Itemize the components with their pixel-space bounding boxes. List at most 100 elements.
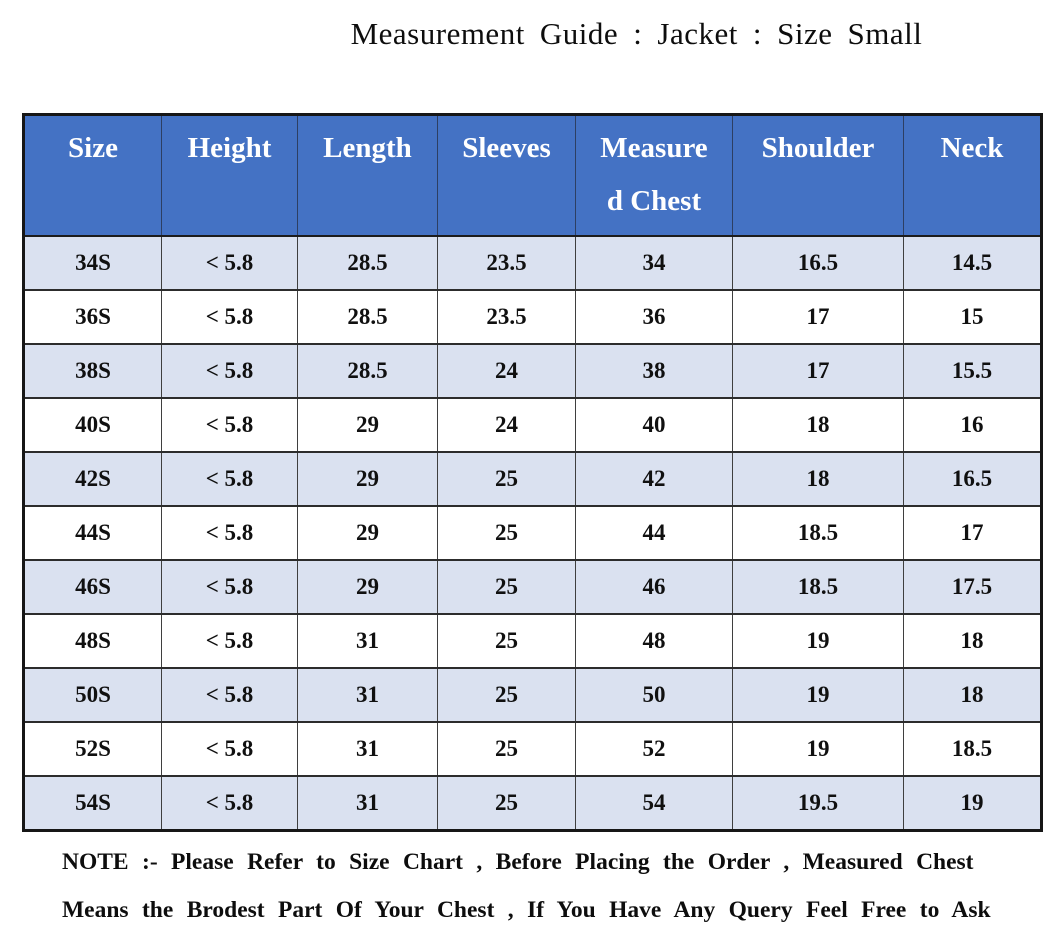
height-cell: < 5.8 [161, 667, 298, 722]
length-cell: 29 [297, 397, 438, 452]
sleeves-cell: 25 [437, 613, 576, 668]
size-cell: 50S [23, 667, 162, 722]
length-cell: 28.5 [297, 343, 438, 398]
height-cell: < 5.8 [161, 721, 298, 776]
shoulder-cell: 18 [732, 397, 904, 452]
table-row: 52S < 5.8 31 25 52 19 18.5 [23, 721, 1042, 776]
length-cell: 31 [297, 613, 438, 668]
measured-chest-cell: 50 [575, 667, 733, 722]
shoulder-cell: 18.5 [732, 505, 904, 560]
shoulder-cell: 19 [732, 721, 904, 776]
height-cell: < 5.8 [161, 289, 298, 344]
height-cell: < 5.8 [161, 775, 298, 831]
height-cell: < 5.8 [161, 451, 298, 506]
neck-cell: 15 [903, 289, 1042, 344]
measured-chest-cell: 44 [575, 505, 733, 560]
length-cell: 29 [297, 505, 438, 560]
shoulder-cell: 19.5 [732, 775, 904, 831]
height-cell: < 5.8 [161, 397, 298, 452]
height-cell: < 5.8 [161, 235, 298, 290]
note-line-1: NOTE :- Please Refer to Size Chart , Bef… [62, 849, 974, 875]
shoulder-cell: 18.5 [732, 559, 904, 614]
neck-cell: 17 [903, 505, 1042, 560]
length-cell: 31 [297, 667, 438, 722]
neck-cell: 15.5 [903, 343, 1042, 398]
sleeves-cell: 25 [437, 559, 576, 614]
size-cell: 52S [23, 721, 162, 776]
table-row: 40S < 5.8 29 24 40 18 16 [23, 397, 1042, 452]
table-row: 54S < 5.8 31 25 54 19.5 19 [23, 775, 1042, 831]
note-text: NOTE :- Please Refer to Size Chart , Bef… [62, 838, 1007, 936]
table-row: 36S < 5.8 28.5 23.5 36 17 15 [23, 289, 1042, 344]
measured-chest-cell: 48 [575, 613, 733, 668]
sleeves-cell: 23.5 [437, 289, 576, 344]
size-cell: 40S [23, 397, 162, 452]
sleeves-cell: 25 [437, 505, 576, 560]
measured-chest-cell: 46 [575, 559, 733, 614]
column-header-sleeves: Sleeves [437, 114, 576, 237]
size-cell: 42S [23, 451, 162, 506]
sleeves-cell: 24 [437, 397, 576, 452]
sleeves-cell: 25 [437, 721, 576, 776]
column-header-height: Height [161, 114, 298, 237]
neck-cell: 19 [903, 775, 1042, 831]
table-row: 46S < 5.8 29 25 46 18.5 17.5 [23, 559, 1042, 614]
length-cell: 29 [297, 559, 438, 614]
neck-cell: 14.5 [903, 235, 1042, 290]
measured-chest-cell: 54 [575, 775, 733, 831]
height-cell: < 5.8 [161, 505, 298, 560]
size-cell: 44S [23, 505, 162, 560]
neck-cell: 18 [903, 667, 1042, 722]
size-cell: 38S [23, 343, 162, 398]
length-cell: 29 [297, 451, 438, 506]
neck-cell: 18.5 [903, 721, 1042, 776]
size-cell: 46S [23, 559, 162, 614]
size-cell: 34S [23, 235, 162, 290]
shoulder-cell: 19 [732, 667, 904, 722]
column-header-measured-chest: Measure d Chest [575, 114, 733, 237]
neck-cell: 16 [903, 397, 1042, 452]
neck-cell: 17.5 [903, 559, 1042, 614]
shoulder-cell: 19 [732, 613, 904, 668]
table-row: 34S < 5.8 28.5 23.5 34 16.5 14.5 [23, 235, 1042, 290]
page-title: Measurement Guide : Jacket : Size Small [350, 16, 923, 51]
shoulder-cell: 17 [732, 343, 904, 398]
column-header-size: Size [23, 114, 162, 237]
table-row: 38S < 5.8 28.5 24 38 17 15.5 [23, 343, 1042, 398]
table-row: 50S < 5.8 31 25 50 19 18 [23, 667, 1042, 722]
measured-chest-cell: 34 [575, 235, 733, 290]
shoulder-cell: 17 [732, 289, 904, 344]
table-row: 44S < 5.8 29 25 44 18.5 17 [23, 505, 1042, 560]
measured-chest-cell: 52 [575, 721, 733, 776]
table-row: 48S < 5.8 31 25 48 19 18 [23, 613, 1042, 668]
sleeves-cell: 25 [437, 667, 576, 722]
column-header-neck: Neck [903, 114, 1042, 237]
height-cell: < 5.8 [161, 343, 298, 398]
sleeves-cell: 25 [437, 451, 576, 506]
length-cell: 28.5 [297, 235, 438, 290]
sleeves-cell: 25 [437, 775, 576, 831]
note-line-2: Means the Brodest Part Of Your Chest , I… [62, 897, 991, 923]
measurement-table: Size Height Length Sleeves Measure d Che… [22, 113, 1043, 832]
shoulder-cell: 16.5 [732, 235, 904, 290]
length-cell: 31 [297, 721, 438, 776]
header-row: Size Height Length Sleeves Measure d Che… [23, 114, 1042, 237]
sleeves-cell: 23.5 [437, 235, 576, 290]
height-cell: < 5.8 [161, 559, 298, 614]
size-cell: 48S [23, 613, 162, 668]
size-cell: 54S [23, 775, 162, 831]
neck-cell: 18 [903, 613, 1042, 668]
column-header-length: Length [297, 114, 438, 237]
measured-chest-cell: 36 [575, 289, 733, 344]
table-header: Size Height Length Sleeves Measure d Che… [23, 114, 1042, 237]
table-body: 34S < 5.8 28.5 23.5 34 16.5 14.5 36S < 5… [23, 235, 1042, 831]
column-header-shoulder: Shoulder [732, 114, 904, 237]
neck-cell: 16.5 [903, 451, 1042, 506]
measured-chest-cell: 38 [575, 343, 733, 398]
table-row: 42S < 5.8 29 25 42 18 16.5 [23, 451, 1042, 506]
measured-chest-cell: 42 [575, 451, 733, 506]
measured-chest-cell: 40 [575, 397, 733, 452]
length-cell: 28.5 [297, 289, 438, 344]
height-cell: < 5.8 [161, 613, 298, 668]
